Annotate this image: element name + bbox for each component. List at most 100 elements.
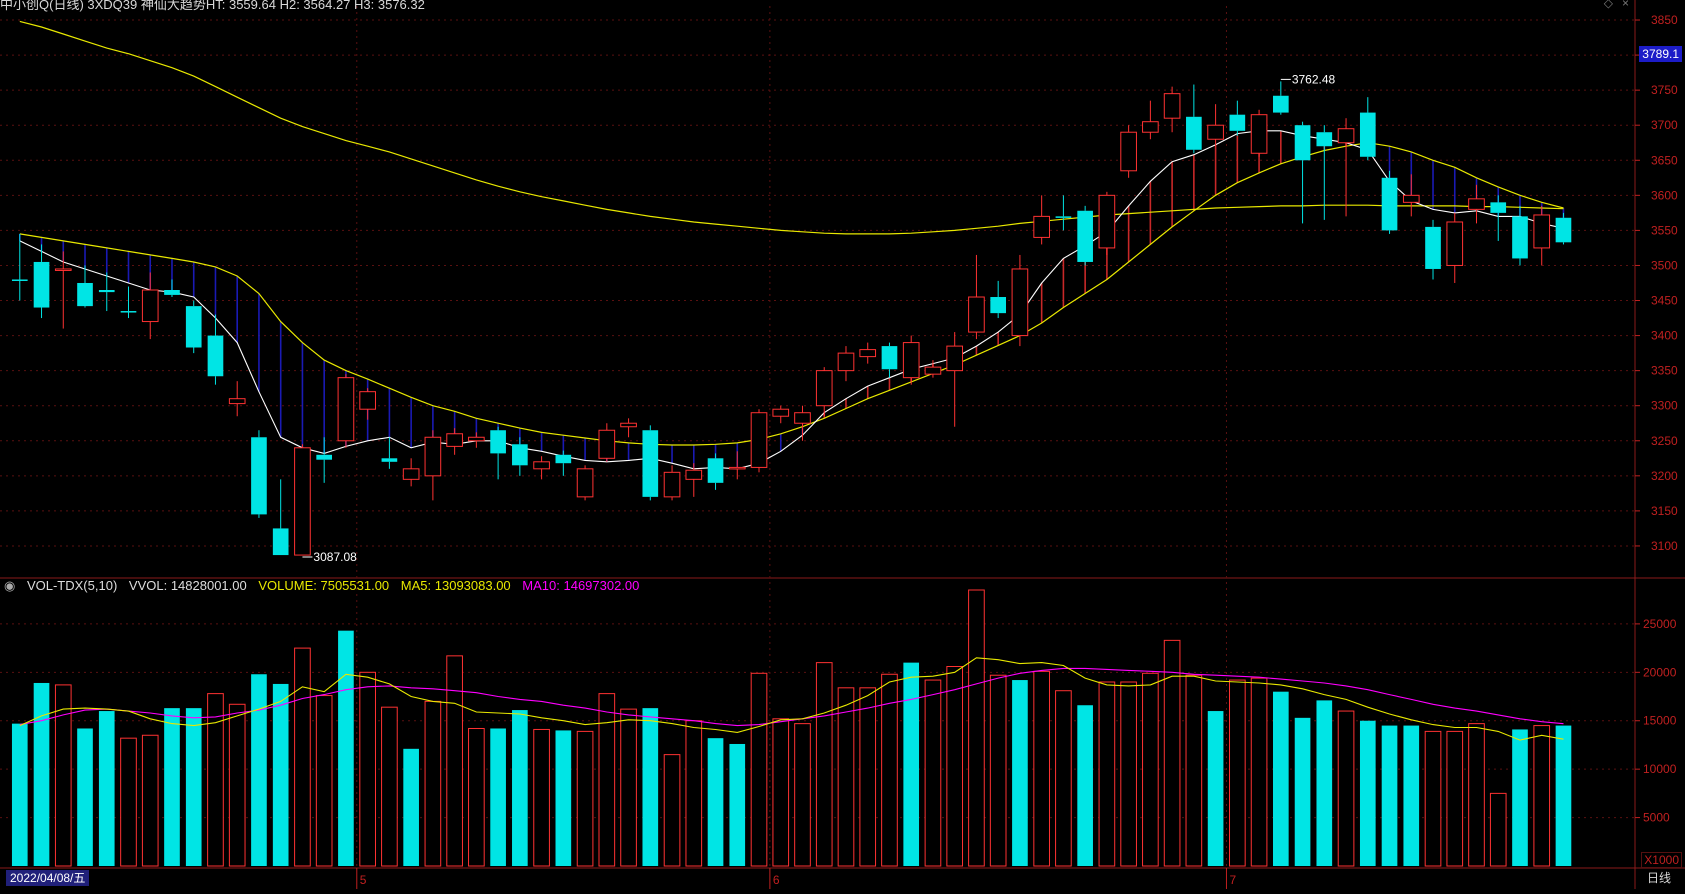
- volume-bar-down: [33, 682, 50, 866]
- candle-body-down: [1359, 112, 1376, 157]
- restore-icon[interactable]: ◇: [1603, 0, 1613, 10]
- volume-bar-up: [685, 720, 703, 867]
- candle-body-down: [207, 335, 224, 377]
- candle-body-down: [98, 290, 115, 293]
- volume-bar-up: [533, 728, 550, 867]
- candle-body-down: [707, 458, 724, 483]
- volume-bar-up: [1250, 677, 1268, 867]
- price-tick-label: 3300: [1651, 399, 1678, 413]
- candle-body-down: [555, 454, 572, 464]
- price-tick-label: 3450: [1651, 294, 1678, 308]
- candle-body-up: [54, 268, 72, 271]
- volume-bar-down: [338, 630, 354, 866]
- candle-body-down: [164, 290, 180, 295]
- close-icon[interactable]: ×: [1621, 0, 1629, 10]
- volume-panel-header: ◉ VOL-TDX(5,10) VVOL: 14828001.00 VOLUME…: [4, 578, 647, 594]
- volume-bar-down: [1272, 691, 1289, 866]
- candle-body-up: [794, 412, 811, 424]
- volume-bar-up: [1185, 674, 1203, 867]
- candle-body-up: [946, 345, 964, 372]
- candle-body-up: [402, 468, 420, 480]
- candle-body-up: [294, 447, 311, 556]
- candle-body-down: [1077, 210, 1093, 262]
- collapse-icon[interactable]: ◉: [4, 578, 16, 593]
- candle-body-down: [381, 458, 398, 462]
- volume-bar-down: [555, 730, 572, 866]
- candle-body-up: [815, 370, 833, 407]
- candle-body-down: [1294, 125, 1311, 161]
- candle-body-up: [924, 366, 942, 375]
- candle-body-up: [1142, 121, 1159, 133]
- candle-body-up: [337, 377, 355, 442]
- candle-body-up: [728, 466, 746, 470]
- price-tick-label: 3200: [1651, 469, 1678, 483]
- price-tick-label: 3600: [1651, 188, 1678, 202]
- candle-body-down: [1272, 95, 1289, 113]
- volume-indicator-name[interactable]: VOL-TDX(5,10): [26, 578, 118, 593]
- volume-bar-up: [446, 655, 463, 867]
- candle-body-down: [990, 297, 1007, 314]
- volume-bar-down: [1555, 725, 1572, 866]
- ma10-readout: MA10: 14697302.00: [522, 578, 640, 593]
- volume-bar-up: [989, 674, 1007, 867]
- candle-body-down: [1512, 216, 1528, 259]
- candle-body-down: [77, 282, 93, 307]
- volume-bar-down: [1359, 720, 1376, 866]
- volume-bar-down: [185, 708, 202, 866]
- volume-bar-down: [1077, 705, 1093, 866]
- volume-bar-down: [1294, 717, 1311, 866]
- candle-body-down: [272, 528, 289, 556]
- volume-bar-down: [1012, 680, 1028, 866]
- candle-body-down: [120, 311, 137, 313]
- extreme-label: 3087.08: [313, 550, 357, 564]
- candle-body-up: [750, 412, 768, 468]
- price-tick-label: 3700: [1651, 118, 1678, 132]
- candle-body-up: [1468, 198, 1485, 210]
- candle-body-up: [359, 391, 376, 410]
- candle-body-up: [968, 296, 985, 333]
- volume-tick-label: 5000: [1643, 811, 1670, 825]
- candle-body-down: [512, 444, 528, 466]
- month-label: 6: [773, 873, 780, 887]
- volume-bar-down: [403, 748, 419, 866]
- volume-bar-down: [490, 728, 506, 866]
- candle-body-up: [1446, 221, 1464, 266]
- volume-bar-up: [859, 687, 877, 867]
- price-tick-label: 3500: [1651, 258, 1678, 272]
- candle-body-up: [1033, 215, 1050, 238]
- candle-body-down: [642, 430, 659, 497]
- extreme-label: 3762.48: [1292, 72, 1336, 86]
- volume-bar-down: [251, 674, 267, 866]
- volume-bar-down: [1316, 700, 1333, 866]
- candle-body-down: [33, 261, 50, 308]
- candle-body-down: [1186, 116, 1202, 150]
- ma5-readout: MA5: 13093083.00: [400, 578, 511, 593]
- candle-body-up: [859, 349, 877, 358]
- candle-body-up: [772, 408, 790, 417]
- month-label: 5: [360, 873, 367, 887]
- period-tag[interactable]: 日线: [1646, 871, 1671, 885]
- candle-body-up: [1098, 194, 1116, 249]
- candle-body-up: [1163, 93, 1181, 119]
- vvol-readout: VVOL: 14828001.00: [128, 578, 247, 593]
- candle-body-up: [446, 433, 463, 447]
- candle-body-up: [141, 289, 159, 323]
- candle-body-up: [1533, 214, 1551, 249]
- volume-bar-down: [903, 662, 920, 866]
- candle-body-up: [837, 352, 855, 372]
- candle-body-up: [533, 461, 550, 470]
- volume-bar-down: [1512, 729, 1528, 866]
- volume-bar-down: [1381, 725, 1398, 866]
- volume-bar-up: [1489, 792, 1507, 867]
- price-tick-label: 3550: [1651, 223, 1678, 237]
- candle-body-up: [424, 436, 442, 477]
- price-tick-label: 3750: [1651, 83, 1678, 97]
- candle-body-down: [316, 454, 333, 460]
- volume-bar-down: [642, 708, 659, 866]
- volume-bar-up: [1120, 681, 1137, 867]
- volume-bar-up: [1098, 681, 1116, 867]
- volume-bar-up: [750, 672, 768, 867]
- price-tick-label: 3150: [1651, 504, 1678, 518]
- volume-bar-up: [54, 684, 72, 867]
